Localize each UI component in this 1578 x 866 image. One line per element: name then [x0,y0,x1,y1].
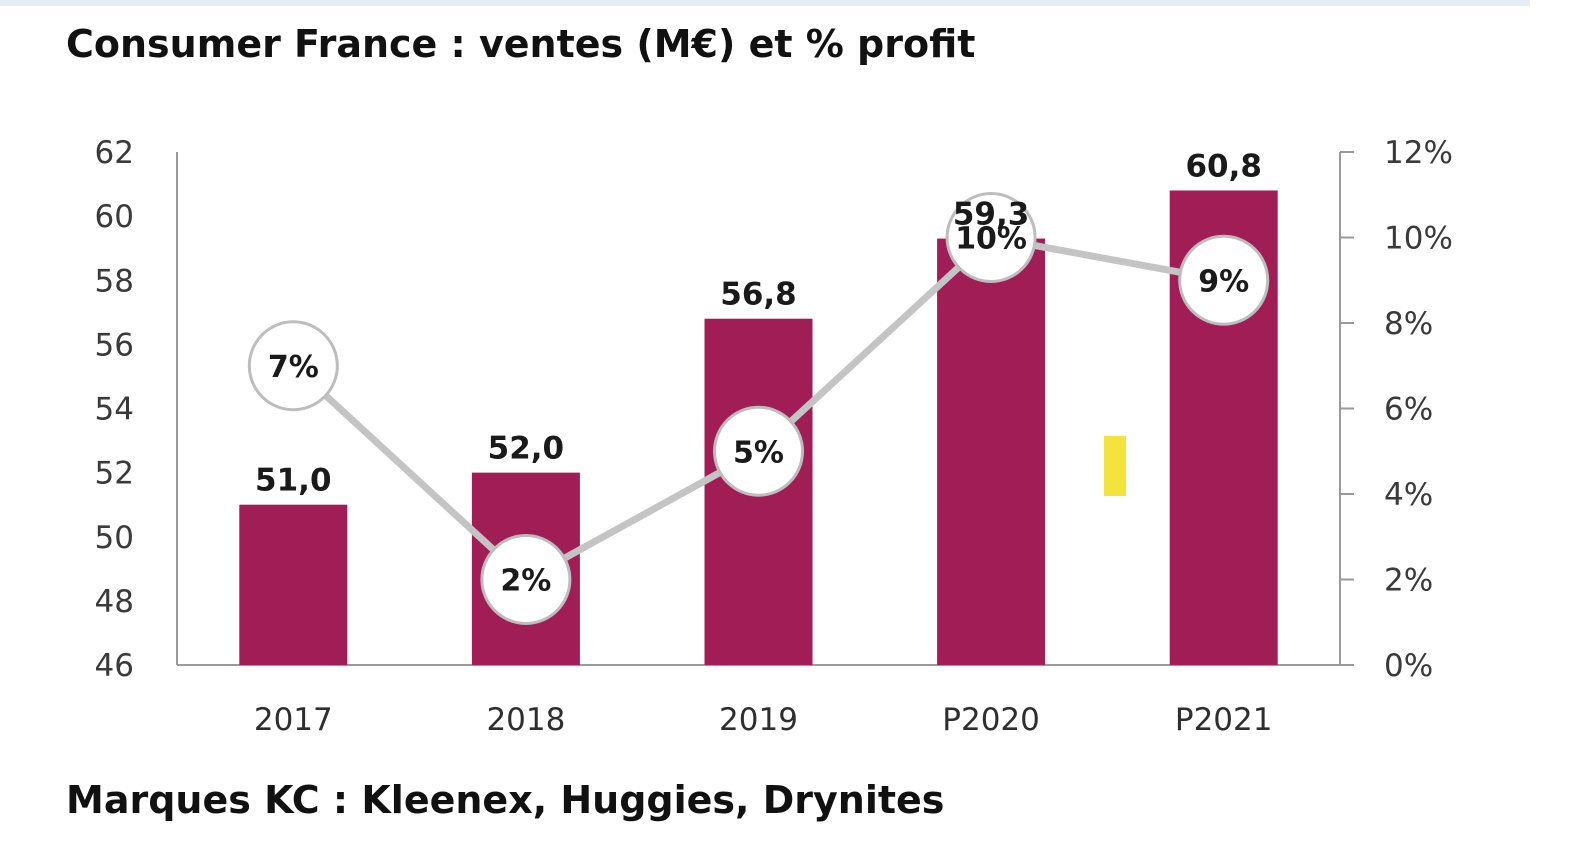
bar-value-label: 56,8 [720,277,797,313]
profit-label: 10% [955,222,1027,257]
y-right-tick-label: 8% [1384,306,1433,342]
profit-marker [1178,234,1270,326]
bar [937,238,1046,665]
bar-value-label: 60,8 [1185,148,1262,184]
bar-value-label: 59,3 [953,197,1030,233]
y-right-tick-label: 10% [1384,221,1453,257]
footnote: Marques KC : Kleenex, Huggies, Drynites [66,778,945,822]
x-tick-label: P2021 [1175,702,1273,738]
y-left-tick-label: 52 [95,456,134,492]
profit-label: 7% [268,350,319,385]
x-tick-label: P2020 [942,702,1040,738]
highlight-mark [1104,436,1126,496]
y-right-tick-label: 12% [1384,135,1453,171]
x-tick-label: 2017 [254,702,333,738]
y-left-tick-label: 54 [95,392,134,428]
y-left-tick-label: 60 [95,199,134,235]
y-left-tick-label: 48 [95,584,134,620]
y-right-tick-label: 6% [1384,392,1433,428]
top-band [0,0,1530,6]
profit-label: 9% [1198,264,1249,299]
profit-marker [713,405,804,497]
profit-marker [480,534,572,625]
profit-marker [247,320,339,412]
y-left-tick-label: 58 [95,263,134,299]
x-tick-label: 2018 [486,702,565,738]
bar-value-label: 52,0 [488,431,565,467]
x-tick-label: 2019 [719,702,798,738]
profit-label: 5% [733,435,784,470]
y-right-tick-label: 0% [1384,648,1433,684]
y-left-tick-label: 46 [95,648,134,684]
bar [239,504,348,665]
y-right-tick-label: 2% [1384,563,1433,599]
chart-title: Consumer France : ventes (M€) et % profi… [66,22,976,66]
profit-marker [945,192,1037,283]
y-left-tick-label: 56 [95,327,134,363]
profit-label: 2% [500,564,551,599]
y-right-tick-label: 4% [1384,477,1433,513]
bar-value-label: 51,0 [255,463,332,499]
y-left-tick-label: 62 [95,135,134,171]
y-left-tick-label: 50 [95,520,134,556]
